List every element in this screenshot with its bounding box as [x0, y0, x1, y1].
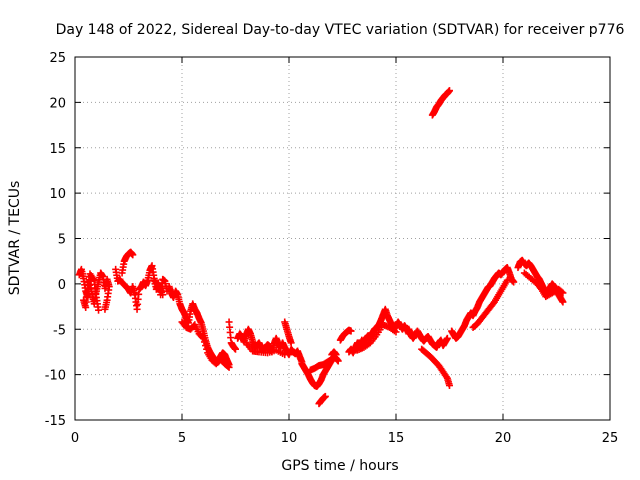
data-point: [559, 289, 567, 297]
x-tick-label: 5: [178, 431, 186, 446]
y-axis-label: SDTVAR / TECUs: [7, 181, 23, 296]
data-point: [559, 298, 567, 306]
y-tick-label: -10: [45, 369, 66, 384]
data-point: [510, 278, 518, 286]
data-point: [95, 306, 103, 314]
data-point: [159, 291, 167, 299]
data-point: [203, 345, 211, 353]
x-tick-label: 0: [71, 431, 79, 446]
chart-title: Day 148 of 2022, Sidereal Day-to-day VTE…: [56, 22, 625, 38]
data-point: [332, 351, 340, 359]
data-point: [321, 392, 329, 400]
data-point: [558, 288, 566, 296]
axis-ticks: 0 5 10 15 20 25 -15 -10 -5 0 5 10 15 20 25: [45, 51, 619, 446]
data-point: [200, 338, 208, 346]
plot-frame: [74, 56, 611, 421]
y-tick-label: 15: [49, 142, 66, 157]
data-point: [446, 382, 453, 390]
y-tick-label: 5: [58, 233, 66, 248]
y-tick-label: 20: [49, 96, 66, 111]
data-point: [503, 276, 511, 284]
data-point: [198, 333, 206, 341]
y-tick-label: 0: [58, 278, 66, 293]
data-point: [392, 328, 400, 336]
data-point: [202, 342, 210, 350]
plot-area: [75, 87, 567, 408]
x-tick-label: 15: [388, 431, 405, 446]
data-point: [153, 280, 161, 288]
data-point: [225, 363, 233, 371]
data-point: [287, 339, 295, 347]
y-tick-label: 25: [49, 51, 66, 66]
y-tick-label: -15: [45, 414, 66, 429]
data-point: [129, 251, 137, 259]
data-point: [446, 87, 453, 95]
x-tick-label: 10: [281, 431, 298, 446]
grid: [75, 57, 610, 420]
data-point: [232, 345, 239, 353]
data-point: [199, 334, 207, 342]
x-tick-label: 25: [602, 431, 619, 446]
y-tick-label: -5: [53, 323, 66, 338]
data-point: [347, 327, 355, 335]
y-tick-label: 10: [49, 187, 66, 202]
data-point: [443, 334, 451, 342]
x-axis-label: GPS time / hours: [281, 458, 398, 474]
data-point: [334, 357, 342, 365]
data-point: [101, 305, 109, 313]
x-tick-label: 20: [495, 431, 512, 446]
data-point: [281, 351, 289, 359]
data-point: [224, 362, 232, 370]
